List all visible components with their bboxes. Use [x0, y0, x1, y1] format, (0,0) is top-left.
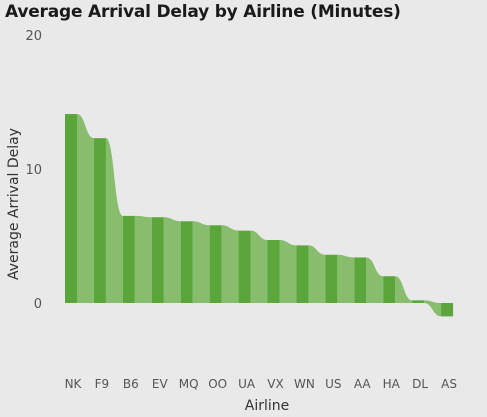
bar-HA[interactable]: [383, 276, 396, 303]
ribbon-US-AA: [337, 254, 355, 303]
bar-EV[interactable]: [151, 217, 164, 303]
ribbon-VX-WN: [279, 240, 297, 303]
ribbon-F9-B6: [105, 138, 123, 303]
x-tick-label-NK: NK: [65, 377, 83, 391]
ribbon-MQ-OO: [192, 221, 210, 303]
ribbon-UA-VX: [250, 230, 268, 303]
ribbon-layer: [77, 114, 442, 317]
bar-UA[interactable]: [238, 230, 251, 303]
x-tick-label-AS: AS: [441, 377, 457, 391]
bar-AA[interactable]: [354, 257, 367, 303]
ribbon-WN-US: [308, 245, 326, 303]
bar-VX[interactable]: [267, 240, 280, 303]
y-tick-label: 0: [34, 297, 42, 312]
bar-US[interactable]: [325, 254, 338, 303]
y-axis-label: Average Arrival Delay: [6, 128, 22, 280]
bar-DL[interactable]: [412, 300, 425, 303]
bar-layer: [65, 114, 454, 317]
ribbon-NK-F9: [77, 114, 94, 303]
ribbon-OO-UA: [221, 225, 239, 303]
bar-B6[interactable]: [122, 215, 135, 303]
bar-WN[interactable]: [296, 245, 309, 303]
ribbon-HA-DL: [395, 276, 413, 303]
x-axis-label: Airline: [245, 398, 290, 414]
ribbon-EV-MQ: [163, 217, 181, 303]
x-tick-label-UA: UA: [238, 377, 256, 391]
x-tick-label-HA: HA: [383, 377, 401, 391]
bar-F9[interactable]: [93, 138, 106, 303]
x-tick-label-AA: AA: [354, 377, 372, 391]
x-tick-label-OO: OO: [208, 377, 227, 391]
x-tick-label-VX: VX: [267, 377, 283, 391]
y-axis: 0 10 20: [25, 29, 42, 312]
bar-AS[interactable]: [441, 303, 454, 317]
bar-OO[interactable]: [209, 225, 222, 303]
bar-MQ[interactable]: [180, 221, 193, 303]
x-tick-label-EV: EV: [152, 377, 169, 391]
x-tick-label-US: US: [325, 377, 341, 391]
x-tick-label-DL: DL: [412, 377, 428, 391]
y-tick-label: 10: [25, 163, 42, 178]
x-tick-label-B6: B6: [123, 377, 139, 391]
bar-NK[interactable]: [65, 114, 77, 303]
x-tick-label-F9: F9: [95, 377, 110, 391]
x-tick-label-MQ: MQ: [179, 377, 199, 391]
x-tick-label-WN: WN: [294, 377, 315, 391]
ribbon-B6-EV: [134, 215, 152, 303]
chart-title: Average Arrival Delay by Airline (Minute…: [5, 2, 401, 22]
x-axis: NK F9 B6 EV MQ OO UA VX WN US AA HA DL AS: [65, 377, 457, 391]
y-tick-label: 20: [25, 29, 42, 44]
ribbon-AA-HA: [366, 257, 384, 303]
ribbon-DL-AS: [424, 300, 442, 317]
